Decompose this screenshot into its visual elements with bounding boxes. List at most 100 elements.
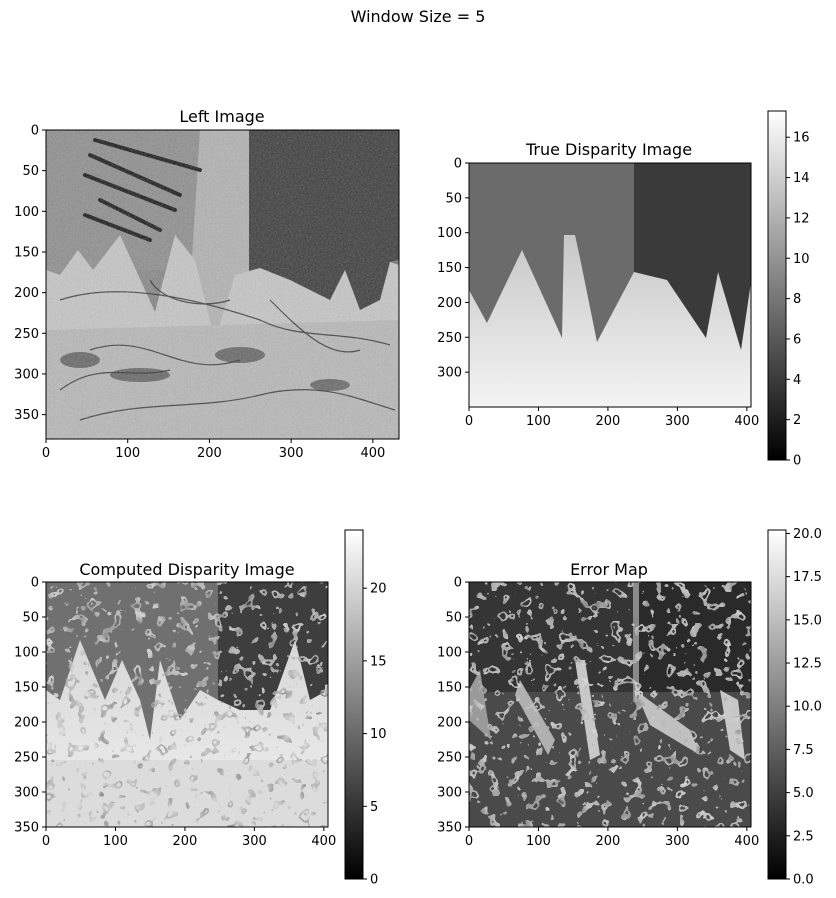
true-disparity-yticks: 0 50 100 150 200 250 300 bbox=[437, 157, 469, 381]
colorbar-error-map-ticks: 0.0 2.5 5.0 7.5 10.0 12.5 15.0 17.5 20.0 bbox=[786, 527, 822, 888]
y-tick-label: 200 bbox=[437, 716, 462, 731]
x-tick-label: 300 bbox=[242, 834, 267, 849]
y-tick-label: 100 bbox=[14, 205, 39, 220]
x-tick-label: 200 bbox=[596, 834, 621, 849]
y-tick-label: 100 bbox=[14, 646, 39, 661]
y-tick-label: 300 bbox=[14, 786, 39, 801]
y-tick-label: 50 bbox=[22, 611, 39, 626]
x-tick-label: 400 bbox=[311, 834, 336, 849]
colorbar-tick-label: 0.0 bbox=[793, 873, 814, 888]
colorbar-tick-label: 20.0 bbox=[793, 527, 822, 542]
colorbar-tick-label: 12 bbox=[793, 211, 810, 226]
colorbar-tick-label: 16 bbox=[793, 131, 810, 146]
computed-disparity-xticks: 0 100 200 300 400 bbox=[42, 827, 336, 849]
x-tick-label: 300 bbox=[665, 834, 690, 849]
colorbar-tick-label: 15 bbox=[370, 654, 387, 669]
y-tick-label: 0 bbox=[31, 576, 39, 591]
colorbar-tick-label: 0 bbox=[370, 873, 378, 888]
x-tick-label: 200 bbox=[596, 414, 621, 429]
colorbar-error-map: 0.0 2.5 5.0 7.5 10.0 12.5 15.0 17.5 20.0 bbox=[767, 527, 822, 888]
left-image-raster bbox=[46, 130, 399, 439]
y-tick-label: 300 bbox=[437, 786, 462, 801]
y-tick-label: 350 bbox=[437, 821, 462, 836]
y-tick-label: 150 bbox=[437, 261, 462, 276]
y-tick-label: 100 bbox=[437, 226, 462, 241]
panel-true-disparity: True Disparity Image 0 100 200 300 400 0 50 10… bbox=[437, 140, 759, 429]
colorbar-computed-disparity-ticks: 0 5 10 15 20 bbox=[363, 582, 387, 888]
x-tick-label: 400 bbox=[734, 834, 759, 849]
y-tick-label: 350 bbox=[14, 408, 39, 423]
colorbar-tick-label: 17.5 bbox=[793, 570, 822, 585]
colorbar-tick-label: 10 bbox=[793, 252, 810, 267]
left-image-xticks: 0 100 200 300 400 bbox=[42, 439, 385, 461]
panel-title-computed-disparity: Computed Disparity Image bbox=[79, 560, 294, 579]
error-map-raster bbox=[469, 582, 751, 827]
x-tick-label: 300 bbox=[665, 414, 690, 429]
y-tick-label: 150 bbox=[14, 245, 39, 260]
colorbar-tick-label: 4 bbox=[793, 373, 801, 388]
computed-disparity-raster bbox=[46, 582, 328, 827]
y-tick-label: 0 bbox=[454, 157, 462, 172]
y-tick-label: 250 bbox=[437, 331, 462, 346]
colorbar-tick-label: 12.5 bbox=[793, 657, 822, 672]
panel-title-left-image: Left Image bbox=[179, 107, 264, 126]
colorbar-tick-label: 2 bbox=[793, 413, 801, 428]
y-tick-label: 200 bbox=[14, 716, 39, 731]
x-tick-label: 300 bbox=[279, 446, 304, 461]
y-tick-label: 200 bbox=[437, 296, 462, 311]
colorbar-tick-label: 6 bbox=[793, 332, 801, 347]
x-tick-label: 200 bbox=[197, 446, 222, 461]
x-tick-label: 200 bbox=[173, 834, 198, 849]
x-tick-label: 400 bbox=[360, 446, 385, 461]
x-tick-label: 0 bbox=[42, 446, 50, 461]
figure-suptitle: Window Size = 5 bbox=[350, 7, 486, 26]
colorbar-computed-disparity: 0 5 10 15 20 bbox=[344, 529, 387, 888]
y-tick-label: 300 bbox=[437, 366, 462, 381]
y-tick-label: 50 bbox=[22, 164, 39, 179]
true-disparity-raster bbox=[469, 163, 751, 407]
y-tick-label: 100 bbox=[437, 646, 462, 661]
y-tick-label: 350 bbox=[14, 821, 39, 836]
x-tick-label: 0 bbox=[465, 414, 473, 429]
error-map-xticks: 0 100 200 300 400 bbox=[465, 827, 759, 849]
left-image-yticks: 0 50 100 150 200 250 300 350 bbox=[14, 124, 46, 423]
y-tick-label: 50 bbox=[445, 611, 462, 626]
x-tick-label: 100 bbox=[526, 834, 551, 849]
y-tick-label: 250 bbox=[14, 327, 39, 342]
colorbar-tick-label: 10 bbox=[370, 727, 387, 742]
x-tick-label: 400 bbox=[734, 414, 759, 429]
x-tick-label: 100 bbox=[115, 446, 140, 461]
colorbar-tick-label: 20 bbox=[370, 582, 387, 597]
panel-title-error-map: Error Map bbox=[570, 560, 648, 579]
panel-computed-disparity: Computed Disparity Image 0 100 200 300 400 0… bbox=[14, 560, 336, 849]
x-tick-label: 0 bbox=[465, 834, 473, 849]
colorbar-tick-label: 14 bbox=[793, 171, 810, 186]
colorbar-tick-label: 5 bbox=[370, 800, 378, 815]
x-tick-label: 0 bbox=[42, 834, 50, 849]
y-tick-label: 250 bbox=[14, 751, 39, 766]
true-disparity-xticks: 0 100 200 300 400 bbox=[465, 407, 759, 429]
y-tick-label: 0 bbox=[454, 576, 462, 591]
colorbar-tick-label: 0 bbox=[793, 454, 801, 469]
colorbar-tick-label: 2.5 bbox=[793, 829, 814, 844]
y-tick-label: 300 bbox=[14, 367, 39, 382]
computed-disparity-yticks: 0 50 100 150 200 250 300 350 bbox=[14, 576, 46, 836]
panel-left-image: Left Image bbox=[14, 107, 400, 461]
x-tick-label: 100 bbox=[526, 414, 551, 429]
colorbar-true-disparity-ticks: 0 2 4 6 8 10 12 14 16 bbox=[786, 131, 810, 469]
colorbar-tick-label: 7.5 bbox=[793, 743, 814, 758]
error-map-yticks: 0 50 100 150 200 250 300 350 bbox=[437, 576, 469, 836]
y-tick-label: 50 bbox=[445, 191, 462, 206]
y-tick-label: 0 bbox=[31, 124, 39, 139]
colorbar-tick-label: 10.0 bbox=[793, 700, 822, 715]
colorbar-tick-label: 15.0 bbox=[793, 613, 822, 628]
panel-title-true-disparity: True Disparity Image bbox=[525, 140, 692, 159]
y-tick-label: 250 bbox=[437, 751, 462, 766]
colorbar-true-disparity: 0 2 4 6 8 10 12 14 16 bbox=[767, 110, 810, 469]
y-tick-label: 200 bbox=[14, 286, 39, 301]
colorbar-tick-label: 5.0 bbox=[793, 786, 814, 801]
y-tick-label: 150 bbox=[437, 681, 462, 696]
colorbar-tick-label: 8 bbox=[793, 292, 801, 307]
x-tick-label: 100 bbox=[103, 834, 128, 849]
